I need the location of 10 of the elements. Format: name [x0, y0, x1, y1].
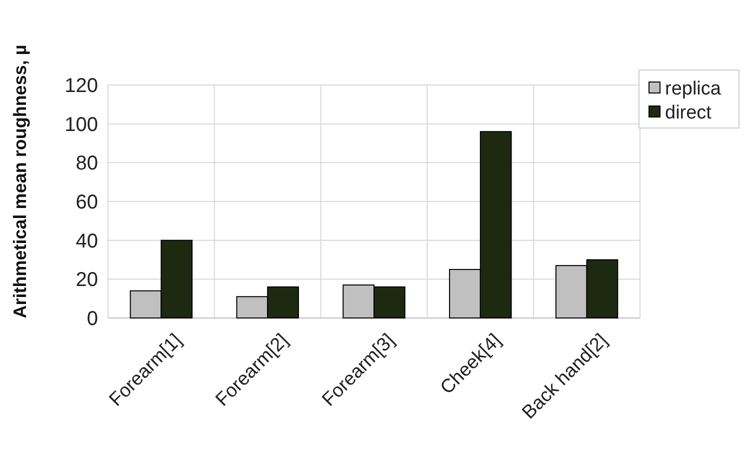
- legend-label: replica: [665, 78, 722, 100]
- y-tick-label: 100: [64, 114, 98, 136]
- legend-label: direct: [665, 102, 712, 124]
- y-tick-label: 0: [86, 308, 98, 330]
- y-tick-label: 120: [64, 75, 98, 97]
- y-tick-label: 80: [76, 152, 98, 175]
- y-axis-title: Arithmetical mean roughness, µ: [10, 44, 30, 318]
- y-tick-label: 40: [76, 230, 98, 252]
- y-tick-label: 60: [76, 192, 98, 214]
- y-tick-label: 20: [76, 269, 98, 292]
